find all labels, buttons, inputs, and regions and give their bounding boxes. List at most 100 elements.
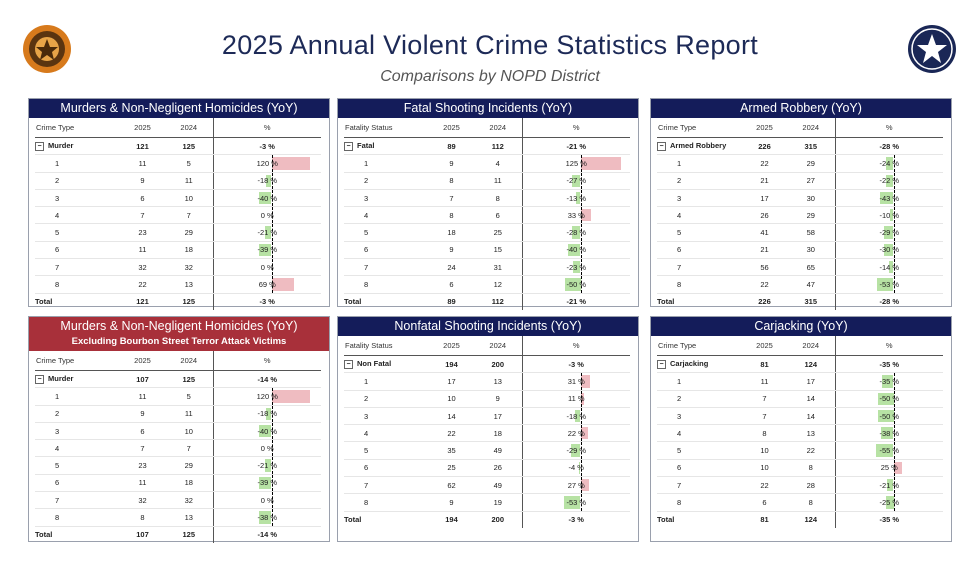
district-label: 2 (677, 394, 682, 404)
district-label: 2 (364, 176, 369, 186)
percent-cell: -21 % (213, 456, 321, 475)
percent-bar (574, 409, 581, 423)
group-label-cell: − Murder (35, 370, 120, 389)
district-2025-value: 22 (429, 424, 474, 443)
zero-axis-line (580, 259, 582, 276)
carjacking-panel: Carjacking (YoY) Crime Type 2025 2024% − Car… (650, 316, 952, 542)
district-label: 7 (677, 262, 682, 272)
district-label-cell: 4 (35, 206, 120, 225)
percent-bar (567, 243, 581, 257)
district-2024-value: 29 (165, 456, 214, 475)
table-header-row: Crime Type 2025 2024% (657, 336, 943, 356)
collapse-icon[interactable]: − (35, 141, 44, 151)
percent-label: 11 % (567, 394, 585, 404)
column-header-percent: % (835, 336, 943, 356)
district-row: 5 23 29 -21 % (35, 456, 321, 475)
district-label: 3 (364, 411, 369, 421)
district-2024-value: 7 (165, 206, 214, 225)
district-2025-value: 21 (742, 172, 787, 190)
district-label: 4 (677, 428, 682, 438)
percent-label: -21 % (257, 461, 278, 471)
group-row[interactable]: − Murder 121 125 -3 % (35, 137, 321, 156)
district-2025-value: 25 (429, 459, 474, 478)
district-2025-value: 6 (120, 422, 165, 441)
district-label: 7 (364, 480, 369, 490)
district-label-cell: 2 (344, 390, 429, 408)
zero-axis-line (893, 276, 895, 293)
district-2025-value: 7 (429, 189, 474, 208)
district-label: 3 (55, 426, 60, 436)
district-2024-value: 13 (787, 424, 836, 443)
percent-cell: -30 % (835, 241, 943, 260)
group-row[interactable]: − Fatal 89 112 -21 % (344, 137, 630, 156)
district-2024-value: 32 (165, 258, 214, 277)
percent-cell: -50 % (835, 390, 943, 408)
total-2025-value: 107 (120, 525, 165, 543)
percent-label: -53 % (566, 498, 587, 508)
district-label-cell: 8 (35, 508, 120, 527)
zero-axis-line (893, 172, 895, 189)
collapse-icon[interactable]: − (344, 141, 353, 151)
group-row[interactable]: − Non Fatal 194 200 -3 % (344, 355, 630, 374)
zero-axis-line (271, 388, 273, 405)
percent-bar (571, 226, 581, 239)
district-2024-value: 65 (787, 258, 836, 277)
table-header-row: Fatality Status 2025 2024% (344, 118, 630, 138)
district-row: 8 9 19 -53 % (344, 493, 630, 512)
district-label: 4 (55, 210, 60, 220)
collapse-icon[interactable]: − (657, 141, 666, 151)
district-row: 8 22 47 -53 % (657, 275, 943, 294)
collapse-icon[interactable]: − (35, 374, 44, 384)
district-row: 5 10 22 -55 % (657, 441, 943, 460)
group-row[interactable]: − Murder 107 125 -14 % (35, 370, 321, 389)
percent-bar (886, 479, 894, 492)
percent-label: -29 % (566, 446, 587, 456)
group-label-cell: − Armed Robbery (657, 137, 742, 156)
percent-bar (580, 479, 590, 492)
district-label: 3 (677, 193, 682, 203)
district-2025-value: 21 (742, 241, 787, 260)
district-label-cell: 5 (657, 441, 742, 460)
district-label-cell: 5 (344, 441, 429, 460)
district-row: 5 35 49 -29 % (344, 441, 630, 460)
total-percent-value: -3 % (522, 510, 630, 528)
zero-axis-line (271, 259, 273, 276)
percent-bar (573, 261, 581, 274)
group-2025-value: 226 (742, 137, 787, 156)
zero-axis-line (893, 494, 895, 511)
district-2024-value: 30 (787, 189, 836, 208)
percent-bar (580, 375, 591, 388)
group-row[interactable]: − Carjacking 81 124 -35 % (657, 355, 943, 374)
yoy-table: Fatality Status 2025 2024% − Fatal 89 112 -21 %… (344, 118, 630, 310)
total-percent-value: -35 % (835, 510, 943, 528)
district-label-cell: 2 (657, 390, 742, 408)
district-2025-value: 26 (742, 206, 787, 225)
murders-excluding-terror-panel: Murders & Non-Negligent Homicides (YoY) … (28, 316, 330, 543)
district-row: 3 6 10 -40 % (35, 422, 321, 441)
district-2025-value: 7 (742, 390, 787, 408)
district-2024-value: 14 (787, 390, 836, 408)
district-row: 3 17 30 -43 % (657, 189, 943, 208)
district-row: 5 23 29 -21 % (35, 223, 321, 242)
total-row: Total 89 112 -21 % (344, 292, 630, 310)
district-2025-value: 6 (429, 275, 474, 294)
panel-title: Murders & Non-Negligent Homicides (YoY) (29, 317, 329, 334)
group-percent-value: -21 % (522, 137, 630, 156)
zero-axis-line (580, 207, 582, 224)
percent-cell: -4 % (522, 459, 630, 478)
collapse-icon[interactable]: − (657, 359, 666, 369)
percent-cell: 125 % (522, 154, 630, 173)
group-label-cell: − Non Fatal (344, 355, 429, 374)
district-label-cell: 6 (344, 241, 429, 260)
zero-axis-line (580, 425, 582, 442)
group-row[interactable]: − Armed Robbery 226 315 -28 % (657, 137, 943, 156)
district-label-cell: 2 (657, 172, 742, 190)
table-header-row: Fatality Status 2025 2024% (344, 336, 630, 356)
collapse-icon[interactable]: − (344, 359, 353, 369)
district-row: 6 9 15 -40 % (344, 241, 630, 260)
percent-cell: -25 % (835, 493, 943, 512)
group-label: Murder (48, 374, 74, 384)
district-row: 5 18 25 -28 % (344, 223, 630, 242)
